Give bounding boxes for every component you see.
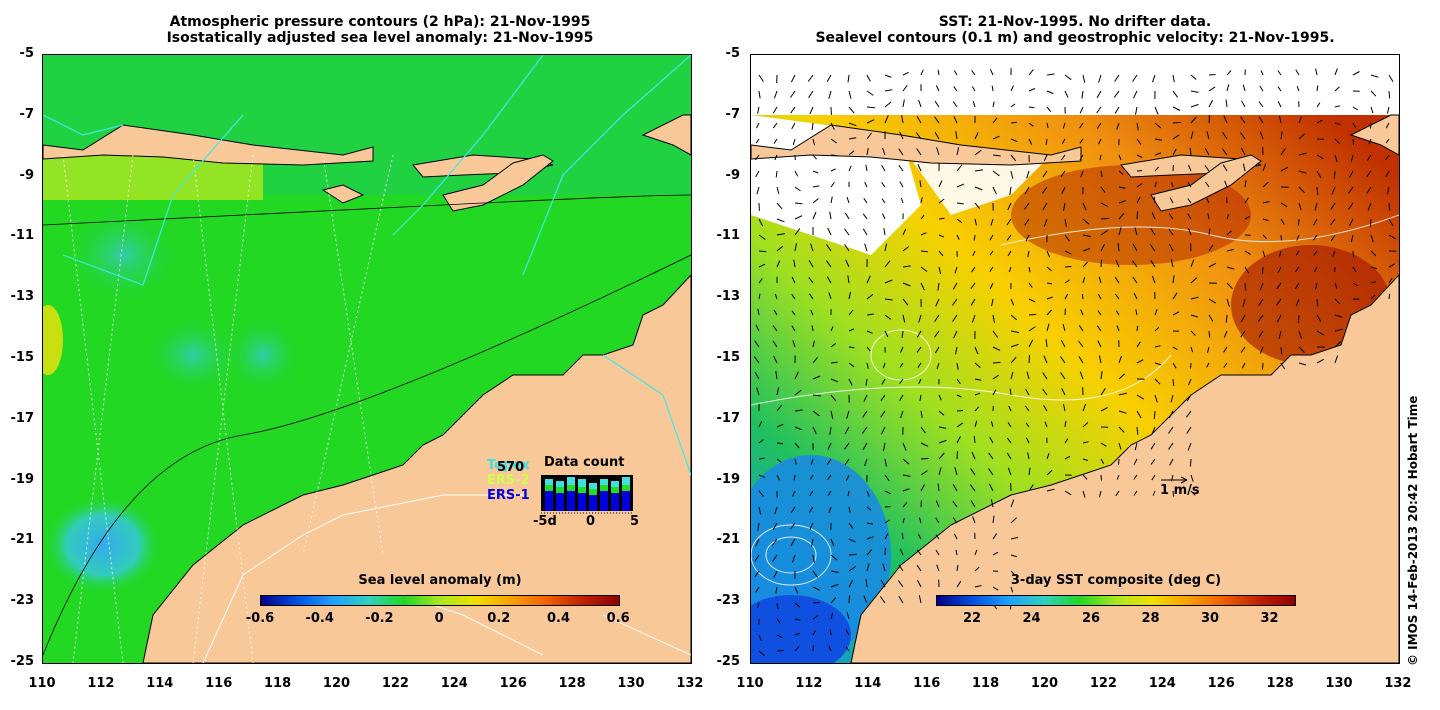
right-lon-tick: 120 (1030, 676, 1059, 691)
left-lat-tick: -13 (10, 289, 35, 305)
left-colorbar-tick: -0.2 (365, 611, 394, 626)
left-map[interactable] (42, 54, 692, 664)
left-map-svg (43, 55, 691, 663)
left-title-line2: Isostatically adjusted sea level anomaly… (166, 30, 594, 46)
right-lat-tick: -19 (716, 471, 741, 487)
timor-island (442, 154, 554, 212)
pressure-contours (43, 55, 691, 476)
australia-land (142, 274, 691, 663)
sat-ers2-label: ERS-2 (487, 473, 530, 488)
data-count-tick-0: -5d (533, 514, 557, 529)
altimeter-tracks (62, 154, 394, 663)
velocity-scale-label: 1 m/s (1160, 483, 1200, 498)
right-colorbar (936, 595, 1296, 606)
left-lat-tick: -23 (10, 593, 35, 609)
right-colorbar-tick: 24 (1022, 611, 1041, 626)
left-lon-tick: 116 (205, 676, 233, 691)
right-lon-tick: 122 (1089, 676, 1117, 691)
sat-ers1-label: ERS-1 (487, 488, 530, 503)
right-lon-tick: 128 (1266, 676, 1294, 691)
right-colorbar-tick: 32 (1260, 611, 1279, 626)
right-title-line1: SST: 21-Nov-1995. No drifter data. (938, 14, 1212, 30)
right-colorbar-tick: 26 (1081, 611, 1101, 626)
left-colorbar-tick: 0.4 (546, 611, 571, 626)
right-colorbar-tick: 30 (1200, 611, 1220, 626)
left-lat-tick: -11 (10, 228, 35, 244)
left-title: Atmospheric pressure contours (2 hPa): 2… (100, 14, 660, 46)
left-colorbar-tick: -0.6 (245, 611, 275, 626)
right-lon-tick: 114 (854, 676, 882, 691)
right-lat-tick: -23 (716, 593, 741, 609)
left-lat-tick: -17 (10, 410, 35, 426)
left-lat-tick: -25 (10, 654, 35, 669)
left-lon-tick: 120 (322, 676, 351, 691)
data-count-value: 570 (497, 460, 525, 475)
left-lat-tick: -15 (10, 350, 35, 365)
left-colorbar (260, 595, 620, 606)
left-lon-tick: 114 (146, 676, 174, 691)
right-colorbar-title: 3-day SST composite (deg C) (1010, 573, 1222, 588)
right-title-line2: Sealevel contours (0.1 m) and geostrophi… (815, 30, 1335, 46)
left-title-line1: Atmospheric pressure contours (2 hPa): 2… (169, 14, 591, 30)
right-lat-tick: -9 (725, 167, 740, 183)
right-lat-tick: -5 (725, 46, 740, 61)
left-lat-tick: -21 (10, 532, 35, 548)
imos-credit: © IMOS 14-Feb-2013 20:42 Hobart Time (1406, 395, 1420, 666)
left-lon-tick: 124 (440, 676, 468, 691)
left-lon-tick: 126 (499, 676, 527, 691)
low-anomaly-eddy (43, 495, 163, 595)
left-lon-tick: 128 (558, 676, 586, 691)
java-islands (43, 124, 374, 166)
right-lat-tick: -21 (716, 532, 741, 548)
left-lat-tick: -7 (19, 106, 34, 122)
sealevel-contours (751, 214, 1399, 586)
right-lat-tick: -7 (725, 106, 740, 122)
data-count-chart (541, 475, 633, 514)
right-lon-tick: 124 (1148, 676, 1176, 691)
left-lat-tick: -5 (19, 46, 34, 61)
right-lon-tick: 116 (913, 676, 941, 691)
right-lon-tick: 132 (1384, 676, 1412, 691)
left-lat-tick: -9 (19, 167, 34, 183)
right-colorbar-tick: 28 (1141, 611, 1160, 626)
left-lon-tick: 132 (676, 676, 704, 691)
velocity-scale-arrow (1161, 476, 1188, 484)
left-colorbar-title: Sea level anomaly (m) (358, 573, 522, 588)
right-map-svg (751, 55, 1399, 663)
left-lat-tick: -19 (10, 471, 35, 487)
right-colorbar-tick: 22 (962, 611, 982, 626)
right-lon-tick: 112 (795, 676, 823, 691)
left-colorbar-tick: 0 (434, 611, 444, 626)
left-lon-tick: 122 (381, 676, 409, 691)
cloud-mask (751, 55, 1399, 115)
left-colorbar-tick: 0.6 (606, 611, 630, 626)
right-lat-tick: -11 (716, 228, 741, 244)
right-lat-tick: -13 (716, 289, 741, 305)
data-count-tick-2: 5 (630, 514, 640, 529)
right-map[interactable] (750, 54, 1400, 664)
left-colorbar-tick: 0.2 (487, 611, 511, 626)
right-lat-tick: -25 (716, 654, 741, 669)
left-lon-tick: 118 (264, 676, 292, 691)
left-lon-tick: 110 (28, 676, 56, 691)
right-lat-tick: -17 (716, 410, 741, 426)
right-lon-tick: 130 (1325, 676, 1353, 691)
data-count-tick-1: 0 (586, 514, 596, 529)
geostrophic-velocity-arrows (753, 68, 1397, 657)
left-lon-tick: 112 (87, 676, 115, 691)
right-title: SST: 21-Nov-1995. No drifter data. Seale… (750, 14, 1400, 46)
right-lon-tick: 110 (736, 676, 764, 691)
right-lat-tick: -15 (716, 350, 741, 365)
right-lon-tick: 118 (972, 676, 1000, 691)
australia-land (850, 274, 1399, 663)
sat-topex-label: Topex (487, 458, 530, 473)
left-lon-tick: 130 (617, 676, 645, 691)
data-count-title: Data count (544, 455, 625, 470)
left-colorbar-tick: -0.4 (305, 611, 334, 626)
right-lon-tick: 126 (1207, 676, 1235, 691)
